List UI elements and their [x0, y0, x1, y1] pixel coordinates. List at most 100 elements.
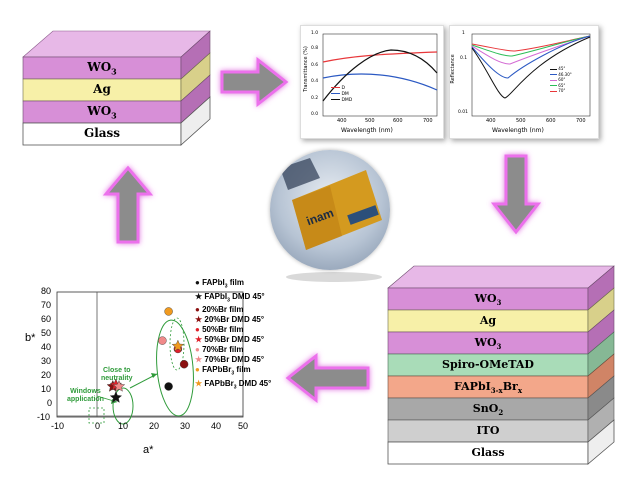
arrow-right-top	[220, 56, 289, 108]
reflectance-curve-70	[471, 35, 591, 52]
arrow-down-right	[490, 154, 542, 235]
legend-dmd: DMD	[331, 98, 352, 104]
cie-point-star-1	[109, 391, 123, 403]
cie-ylabel: b*	[25, 332, 36, 344]
stack-br-layer-8: Glass	[471, 446, 505, 459]
cie-xtick-m10: -10	[51, 421, 65, 431]
transmittance-ytick-2: 0.4	[311, 79, 319, 84]
cie-ytick-0: 0	[47, 398, 53, 408]
stack-top-left: WO3 Ag WO3 Glass	[5, 25, 225, 160]
transmittance-curve-dm	[322, 73, 438, 91]
transmittance-ylabel: Transmittance (%)	[303, 46, 309, 92]
arrow-left-bottom	[285, 352, 370, 404]
cie-ytick-m10: -10	[37, 412, 51, 422]
cie-ytick-70: 70	[41, 300, 52, 310]
annotation-neutrality-line1: Close to	[102, 367, 131, 374]
stack-br-layer-1: WO3	[474, 292, 502, 308]
cie-point-circle-8	[164, 307, 173, 316]
legend-fapbbr3-film: ● FAPbBr3 film	[195, 365, 251, 377]
stack-br-layer-3: WO3	[474, 336, 502, 352]
transmittance-xtick-0: 400	[337, 118, 347, 124]
transmittance-ytick-1: 0.2	[311, 96, 319, 101]
annotation-neutrality: Close to neutrality	[101, 367, 133, 383]
reflectance-ytick-2: 0.01	[458, 110, 469, 115]
transmittance-chart: Transmittance (%) Wavelength (nm) 0.0 0.…	[300, 25, 444, 139]
annotation-windows-line2: application	[67, 396, 104, 403]
transmittance-plot	[322, 33, 438, 117]
transmittance-curve-dmd	[322, 49, 438, 102]
annotation-neutrality-line2: neutrality	[101, 375, 133, 382]
legend-d: D	[331, 86, 352, 92]
arrow-up-left	[102, 165, 154, 244]
reflectance-chart: Reflectance Wavelength (nm) 1 0.1 0.01 4…	[449, 25, 599, 139]
cie-chart: b* a* 80 70 60 50 40 30 20 10 0 -10 -10 …	[5, 272, 283, 482]
cie-point-star-7	[112, 379, 126, 392]
reflectance-curve-4630	[471, 35, 591, 79]
legend-4630: 46.30°	[550, 72, 572, 78]
cie-ytick-20: 20	[41, 370, 52, 380]
cie-xtick-20: 20	[149, 421, 160, 431]
stack-top-layer-1: WO3	[87, 60, 117, 77]
annotation-windows: Windows application	[67, 388, 104, 404]
cie-xtick-10: 10	[118, 421, 129, 431]
cie-ytick-50: 50	[41, 328, 52, 338]
reflectance-ytick-1: 0.1	[460, 56, 468, 61]
legend-fapbbr3-dmd: ★ FAPbBr3 DMD 45°	[195, 378, 272, 391]
legend-fapbi3-dmd: ★ FAPbI3 DMD 45°	[195, 291, 265, 304]
cie-ytick-80: 80	[41, 286, 52, 296]
reflectance-ylabel: Reflectance	[450, 54, 456, 84]
cie-point-circle-6	[158, 336, 167, 345]
reflectance-xtick-0: 400	[486, 118, 496, 124]
stack-bottom-right-svg	[387, 265, 615, 465]
legend-50br-film: ● 50%Br film	[195, 325, 244, 335]
cie-ytick-10: 10	[41, 384, 52, 394]
legend-fapbi3-film: ● FAPbI3 film	[195, 278, 244, 290]
cie-ytick-40: 40	[41, 342, 52, 352]
reflectance-xtick-2: 600	[546, 118, 556, 124]
legend-60: 60°	[550, 77, 572, 83]
transmittance-xtick-1: 500	[365, 118, 375, 124]
annotation-windows-line1: Windows	[70, 388, 101, 395]
stack-br-layer-6: SnO2	[472, 402, 504, 418]
legend-70br-film: ● 70%Br film	[195, 345, 244, 355]
stack-top-layer-2: Ag	[93, 82, 111, 96]
reflectance-xtick-1: 500	[516, 118, 526, 124]
reflectance-plot	[471, 33, 591, 117]
cie-legend: ● FAPbI3 film ★ FAPbI3 DMD 45° ● 20%Br f…	[195, 278, 271, 392]
cie-xtick-50: 50	[238, 421, 249, 431]
legend-70: 70°	[550, 88, 572, 94]
cie-ytick-60: 60	[41, 314, 52, 324]
reflectance-ytick-0: 1	[462, 31, 465, 36]
transmittance-ytick-0: 0.0	[311, 112, 319, 117]
reflectance-curve-45	[471, 36, 591, 99]
legend-20br-film: ● 20%Br film	[195, 305, 244, 315]
cie-point-star-9	[171, 339, 185, 352]
cie-xtick-40: 40	[211, 421, 222, 431]
reflectance-xtick-3: 700	[576, 118, 586, 124]
transmittance-ytick-5: 1.0	[311, 31, 319, 36]
sample-photo-svg	[280, 158, 382, 250]
legend-70br-dmd: ★ 70%Br DMD 45°	[195, 355, 265, 365]
transmittance-legend: D DM DMD	[331, 86, 352, 104]
cie-xtick-30: 30	[180, 421, 191, 431]
stack-top-layer-4: Glass	[83, 126, 121, 140]
stack-top-left-svg	[22, 30, 211, 146]
reflectance-xlabel: Wavelength (nm)	[492, 127, 544, 134]
cie-xtick-0: 0	[95, 421, 101, 431]
cie-ytick-30: 30	[41, 356, 52, 366]
legend-50br-dmd: ★ 50%Br DMD 45°	[195, 335, 265, 345]
transmittance-ytick-4: 0.8	[311, 46, 319, 51]
transmittance-xlabel: Wavelength (nm)	[341, 127, 393, 134]
stack-br-layer-4: Spiro-OMeTAD	[442, 358, 534, 371]
photo-shadow	[286, 272, 382, 282]
legend-45: 45°	[550, 66, 572, 72]
sample-photo: inam	[270, 150, 390, 270]
transmittance-xtick-3: 700	[423, 118, 433, 124]
transmittance-ytick-3: 0.6	[311, 63, 319, 68]
stack-br-layer-5: FAPbI3-xBrx	[453, 380, 523, 396]
stack-bottom-right: WO3 Ag WO3 Spiro-OMeTAD FAPbI3-xBrx SnO2…	[378, 262, 628, 474]
stack-br-layer-7: ITO	[476, 424, 500, 437]
transmittance-xtick-2: 600	[393, 118, 403, 124]
cie-xlabel: a*	[143, 444, 154, 456]
legend-65: 65°	[550, 83, 572, 89]
